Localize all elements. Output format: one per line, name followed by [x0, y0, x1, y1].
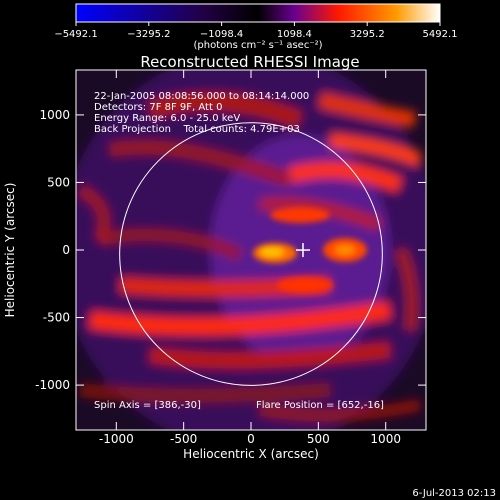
y-axis-label: Heliocentric Y (arcsec) [3, 183, 17, 318]
y-tick-label: -1000 [35, 378, 70, 392]
x-tick-label: 500 [307, 432, 330, 446]
x-tick-label: 0 [247, 432, 255, 446]
colorbar-tick-label: −1098.4 [200, 29, 243, 40]
y-tick-label: 1000 [39, 108, 70, 122]
colorbar-tick-label: −3295.2 [127, 29, 170, 40]
colorbar-ticks: −5492.1 −3295.2 −1098.4 1098.4 3295.2 5492.1 [54, 22, 458, 40]
colorbar-tick-label: 5492.1 [423, 29, 458, 40]
x-tick-label: 1000 [370, 432, 401, 446]
x-axis-label: Heliocentric X (arcsec) [183, 447, 319, 461]
spin-axis-cross [295, 243, 310, 258]
spin-axis-label: Spin Axis = [386,-30] [94, 400, 201, 411]
y-tick-label: 0 [62, 243, 70, 257]
footer-date: 6-Jul-2013 02:13 [412, 488, 496, 499]
y-tick-label: -500 [43, 311, 70, 325]
info-line-1: 22-Jan-2005 08:08:56.000 to 08:14:14.000 [94, 91, 309, 102]
x-tick-label: -1000 [99, 432, 134, 446]
colorbar-tick-label: 3295.2 [350, 29, 385, 40]
x-axis-ticks: -1000 -500 0 500 1000 [99, 70, 401, 446]
info-line-3: Energy Range: 6.0 - 25.0 keV [94, 113, 240, 124]
colorbar [75, 3, 441, 23]
y-tick-label: 500 [47, 175, 70, 189]
heatmap-image [76, 70, 426, 430]
info-line-2: Detectors: 7F 8F 9F, Att 0 [94, 102, 222, 113]
solar-limb-circle [119, 122, 383, 386]
info-line-4: Back Projection Total counts: 4.79E+03 [94, 124, 300, 135]
colorbar-tick-label: −5492.1 [54, 29, 97, 40]
colorbar-tick-label: 1098.4 [277, 29, 312, 40]
x-tick-label: -500 [170, 432, 197, 446]
flare-position-label: Flare Position = [652,-16] [256, 400, 384, 411]
colorbar-unit-label: (photons cm⁻² s⁻¹ asec⁻²) [193, 40, 322, 51]
y-axis-ticks: -1000 -500 0 500 1000 [35, 108, 426, 392]
chart-title: Reconstructed RHESSI Image [140, 53, 359, 71]
